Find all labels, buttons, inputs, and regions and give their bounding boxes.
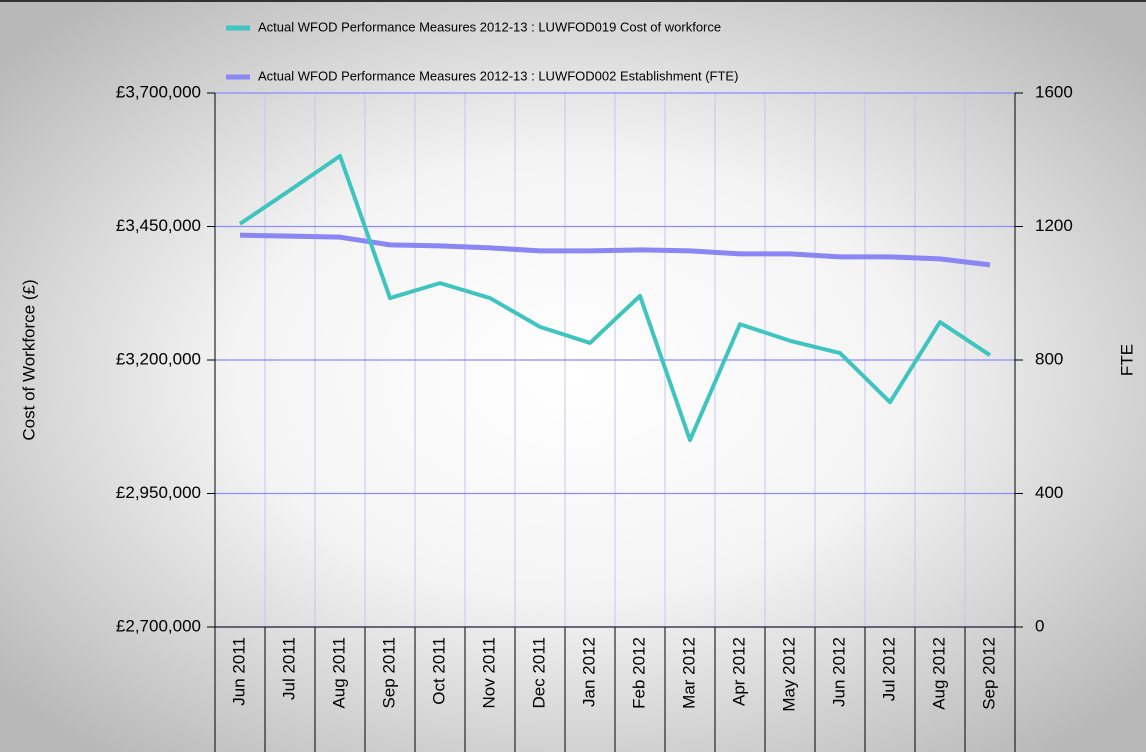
legend-label: Actual WFOD Performance Measures 2012-13… xyxy=(258,68,738,83)
x-tick-label: Aug 2012 xyxy=(929,637,948,710)
y2-tick-label: 400 xyxy=(1035,483,1063,502)
x-tick-label: Sep 2012 xyxy=(979,637,998,710)
x-tick-label: Jul 2012 xyxy=(879,637,898,701)
y2-tick-label: 0 xyxy=(1035,616,1044,635)
x-tick-label: Sep 2011 xyxy=(379,637,398,709)
y-tick-label: £3,200,000 xyxy=(116,349,201,368)
x-tick-label: Jan 2012 xyxy=(579,637,598,707)
y-axis-label: Cost of Workforce (£) xyxy=(19,279,38,440)
x-tick-label: Jul 2011 xyxy=(279,637,298,700)
y-tick-label: £3,700,000 xyxy=(116,82,201,101)
x-tick-label: Oct 2011 xyxy=(429,637,448,705)
x-tick-label: Jun 2012 xyxy=(829,637,848,707)
y2-axis-label: FTE xyxy=(1117,344,1136,376)
x-tick-label: Feb 2012 xyxy=(629,637,648,709)
line-series xyxy=(239,232,991,268)
y-tick-label: £2,700,000 xyxy=(116,616,201,635)
y-tick-label: £2,950,000 xyxy=(116,483,201,502)
legend-label: Actual WFOD Performance Measures 2012-13… xyxy=(258,19,721,34)
y2-tick-label: 800 xyxy=(1035,349,1063,368)
x-tick-label: Apr 2012 xyxy=(729,637,748,706)
x-tick-label: Jun 2011 xyxy=(229,637,248,706)
y-tick-label: £3,450,000 xyxy=(116,216,201,235)
x-tick-label: Mar 2012 xyxy=(679,637,698,709)
x-tick-label: Nov 2011 xyxy=(479,637,498,709)
x-tick-label: Dec 2011 xyxy=(529,637,548,709)
x-tick-label: May 2012 xyxy=(779,637,798,712)
x-tick-label: Aug 2011 xyxy=(329,637,348,709)
line-series xyxy=(238,154,992,443)
y2-tick-label: 1200 xyxy=(1035,216,1073,235)
y2-tick-label: 1600 xyxy=(1035,82,1073,101)
